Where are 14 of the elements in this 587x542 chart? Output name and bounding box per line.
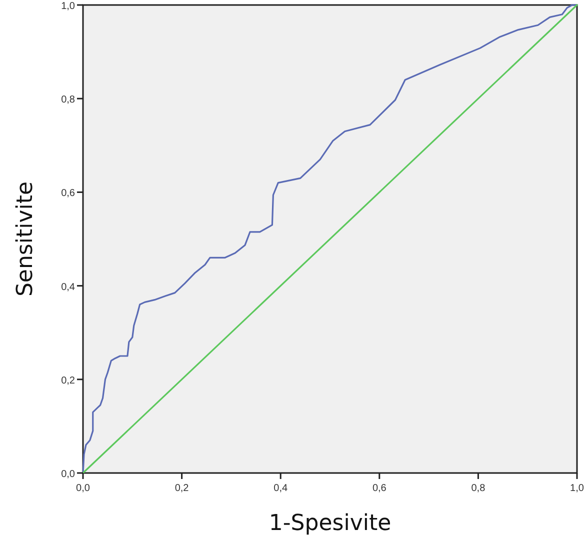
y-tick-label: 0,0 [61, 469, 76, 480]
x-axis-title: 1-Spesivite [268, 511, 392, 536]
y-tick-label: 0,4 [61, 282, 76, 293]
x-tick-label: 0,2 [174, 483, 190, 494]
x-tick-label: 0,6 [372, 483, 387, 494]
x-tick-label: 0,0 [76, 483, 90, 494]
x-tick-label: 1,0 [570, 483, 584, 494]
x-tick-label: 0,8 [471, 483, 486, 494]
y-tick-label: 0,8 [61, 94, 76, 106]
y-tick-label: 0,2 [61, 375, 76, 386]
y-axis-title: Sensitivite [13, 181, 38, 297]
y-tick-label: 0,6 [61, 188, 76, 200]
x-tick-label: 0,4 [274, 483, 288, 494]
y-tick-label: 1,0 [61, 1, 76, 12]
